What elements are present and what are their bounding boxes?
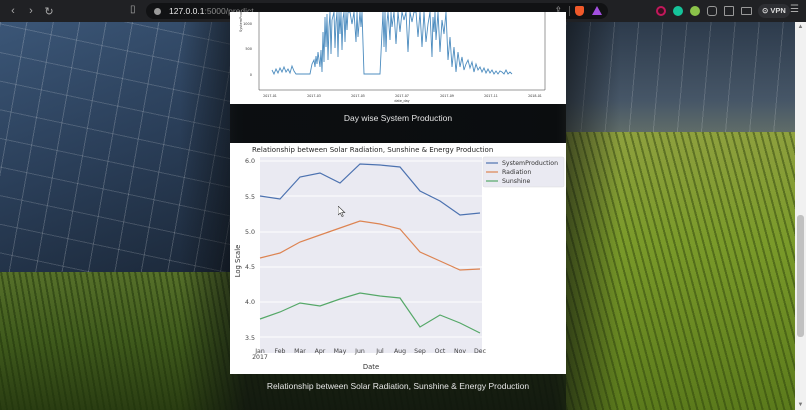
brave-shields-icon[interactable]	[575, 6, 584, 16]
svg-text:Log Scale: Log Scale	[234, 245, 242, 278]
svg-text:5.5: 5.5	[245, 194, 255, 201]
vpn-label: VPN	[770, 6, 786, 15]
svg-text:2017: 2017	[252, 354, 268, 361]
vpn-button[interactable]: ⊙ VPN	[758, 4, 790, 18]
svg-text:0: 0	[250, 73, 252, 77]
relationship-line-chart: Relationship between Solar Radiation, Su…	[230, 143, 566, 374]
svg-text:Oct: Oct	[435, 348, 446, 355]
daywise-caption: Day wise System Production	[343, 113, 453, 123]
series-sunshine	[259, 292, 481, 334]
divider	[569, 6, 570, 16]
share-icon[interactable]: ⇪	[554, 5, 562, 15]
svg-text:Jul: Jul	[375, 348, 384, 355]
mouse-cursor-icon	[338, 206, 346, 217]
menu-icon[interactable]: ☰	[790, 4, 799, 15]
svg-text:date_day: date_day	[394, 99, 409, 103]
grammarly-extension-icon[interactable]	[673, 6, 683, 16]
chart-title: Relationship between Solar Radiation, Su…	[252, 146, 493, 154]
svg-text:6.0: 6.0	[245, 158, 255, 165]
svg-text:4.0: 4.0	[245, 299, 255, 306]
svg-text:2018-01: 2018-01	[528, 94, 542, 98]
forward-button[interactable]: ›	[29, 5, 33, 17]
svg-text:Sep: Sep	[414, 348, 426, 355]
scroll-down-arrow-icon[interactable]: ▼	[797, 402, 804, 408]
svg-text:May: May	[334, 348, 347, 355]
series-radiation	[259, 220, 481, 271]
svg-text:Mar: Mar	[294, 348, 306, 355]
svg-text:SystemProduction: SystemProduction	[239, 12, 243, 32]
sidebar-toggle-icon[interactable]	[724, 6, 734, 16]
url-path: :5000/predict	[204, 6, 254, 16]
brave-rewards-icon[interactable]	[592, 6, 602, 15]
wallet-icon[interactable]	[741, 7, 752, 15]
svg-text:2017-05: 2017-05	[351, 94, 365, 98]
svg-text:1000: 1000	[243, 22, 252, 26]
svg-text:Date: Date	[363, 363, 379, 371]
svg-text:2017-07: 2017-07	[395, 94, 409, 98]
svg-text:Jun: Jun	[354, 348, 365, 355]
svg-text:Jan: Jan	[254, 348, 265, 355]
site-info-icon[interactable]	[154, 7, 161, 15]
daywise-production-chart: SystemProduction 1000 500 0 2017-01 2017…	[230, 0, 566, 104]
svg-text:Dec: Dec	[474, 348, 487, 355]
relationship-caption: Relationship between Solar Radiation, Su…	[266, 381, 530, 391]
svg-text:Aug: Aug	[394, 348, 406, 355]
scrollbar-thumb[interactable]	[797, 215, 804, 337]
svg-text:3.5: 3.5	[245, 335, 255, 342]
svg-text:2017-09: 2017-09	[440, 94, 454, 98]
page-scrollbar[interactable]: ▲ ▼	[795, 22, 806, 410]
bookmark-icon[interactable]: ▯	[130, 4, 136, 15]
svg-text:2017-03: 2017-03	[307, 94, 321, 98]
daywise-chart-card: SystemProduction 1000 500 0 2017-01 2017…	[230, 0, 566, 104]
url-host: 127.0.0.1	[169, 6, 205, 16]
chart-legend: SystemProduction Radiation Sunshine	[482, 156, 565, 188]
reload-button[interactable]: ↻	[44, 5, 54, 18]
svg-text:Apr: Apr	[315, 348, 326, 355]
back-button[interactable]: ‹	[11, 5, 15, 17]
svg-text:Nov: Nov	[454, 348, 466, 355]
svg-text:Sunshine: Sunshine	[502, 178, 531, 185]
svg-text:2017-01: 2017-01	[263, 94, 277, 98]
svg-text:5.0: 5.0	[245, 229, 255, 236]
svg-text:Feb: Feb	[275, 348, 286, 355]
svg-text:Radiation: Radiation	[502, 169, 531, 176]
record-extension-icon[interactable]	[656, 6, 666, 16]
svg-text:500: 500	[245, 47, 252, 51]
svg-text:SystemProduction: SystemProduction	[502, 160, 558, 167]
series-systemproduction	[259, 163, 481, 216]
svg-text:4.5: 4.5	[245, 264, 255, 271]
relationship-chart-card: Relationship between Solar Radiation, Su…	[230, 143, 566, 374]
green-extension-icon[interactable]	[690, 6, 700, 16]
scroll-up-arrow-icon[interactable]: ▲	[797, 24, 804, 30]
svg-text:2017-11: 2017-11	[484, 94, 498, 98]
extensions-puzzle-icon[interactable]	[707, 6, 717, 16]
